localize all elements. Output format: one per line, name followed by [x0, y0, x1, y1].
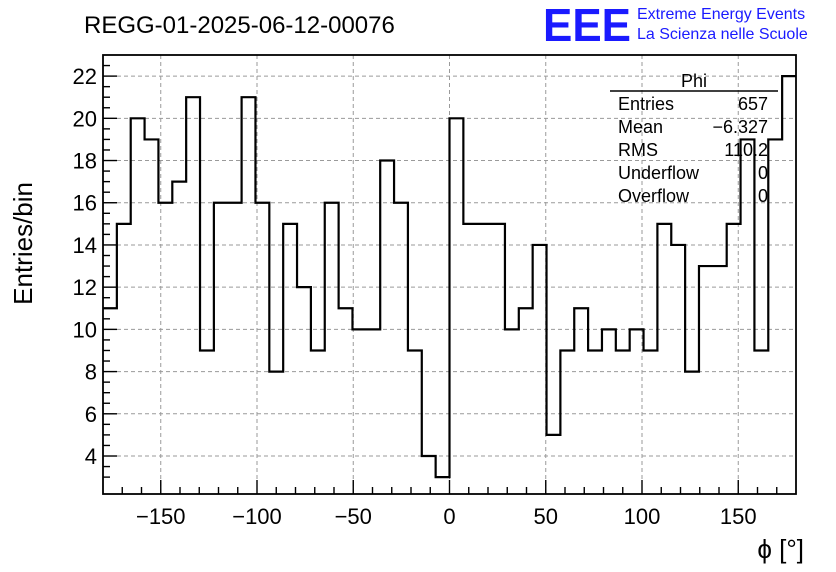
histogram-bin: [491, 224, 505, 494]
stats-label-entries: Entries: [618, 94, 674, 114]
histogram-bin: [422, 456, 436, 494]
histogram-bin: [200, 350, 214, 494]
histogram-bin: [186, 97, 200, 494]
stats-value-entries: 657: [738, 94, 768, 114]
histogram-bin: [602, 329, 616, 494]
histogram-bin: [644, 350, 658, 494]
x-tick-label: 0: [443, 504, 455, 529]
y-tick-label: 22: [73, 64, 97, 89]
histogram-bin: [172, 182, 186, 494]
histogram-bin: [214, 203, 228, 494]
eee-logo: EEE Extreme Energy Events La Scienza nel…: [543, 0, 808, 51]
stats-value-rms: 110.2: [724, 140, 768, 160]
histogram-bin: [574, 308, 588, 494]
logo-line-2: La Scienza nelle Scuole: [637, 26, 808, 43]
histogram-bin: [588, 350, 602, 494]
histogram-bin: [394, 203, 408, 494]
histogram-bin: [297, 287, 311, 494]
histogram-bin: [477, 224, 491, 494]
histogram-bin: [436, 477, 450, 494]
stats-label-overflow: Overflow: [618, 186, 690, 206]
y-tick-label: 14: [73, 233, 97, 258]
histogram-bin: [325, 203, 339, 494]
stats-value-overflow: 0: [758, 186, 768, 206]
x-tick-label: 150: [720, 504, 757, 529]
y-tick-label: 8: [85, 360, 97, 385]
histogram-bin: [533, 245, 547, 494]
x-axis-title: ϕ [°]: [757, 534, 804, 564]
y-tick-label: 10: [73, 317, 97, 342]
histogram-bin: [131, 118, 145, 494]
histogram-bin: [117, 224, 131, 494]
histogram-bin: [713, 266, 727, 494]
stats-label-rms: RMS: [618, 140, 658, 160]
x-tick-label: −50: [335, 504, 372, 529]
y-tick-label: 16: [73, 191, 97, 216]
histogram-bin: [685, 372, 699, 494]
axis-ticks: [103, 64, 778, 494]
stats-value-mean: −6.327: [712, 117, 768, 137]
axis-tick-labels: −150 −100 −50 0 50 100 150 4 6 8 10 12 14 16 18 20 22: [73, 64, 757, 529]
histogram-bin: [450, 118, 464, 494]
x-tick-label: −100: [232, 504, 282, 529]
x-tick-label: 50: [534, 504, 558, 529]
eee-logo-mark: EEE: [543, 0, 631, 51]
histogram-bin: [380, 161, 394, 494]
histogram-bin: [352, 329, 366, 494]
histogram-bin: [366, 329, 380, 494]
stats-value-underflow: 0: [758, 163, 768, 183]
histogram-bin: [671, 245, 685, 494]
x-tick-label: −150: [136, 504, 186, 529]
y-tick-label: 18: [73, 149, 97, 174]
histogram-bin: [560, 350, 574, 494]
histogram-bin: [311, 350, 325, 494]
y-axis-title: Entries/bin: [8, 182, 38, 305]
histogram-bin: [741, 139, 755, 494]
histogram-bin: [269, 372, 283, 494]
chart-title: REGG-01-2025-06-12-00076: [84, 12, 395, 39]
x-tick-label: 100: [624, 504, 661, 529]
stats-label-mean: Mean: [618, 117, 663, 137]
histogram-bin: [727, 224, 741, 494]
histogram-bin: [616, 350, 630, 494]
histogram-bin: [754, 350, 768, 494]
stats-name: Phi: [681, 71, 707, 91]
histogram-bin: [145, 139, 159, 494]
stats-label-underflow: Underflow: [618, 163, 700, 183]
histogram-bin: [255, 203, 269, 494]
histogram-bin: [505, 329, 519, 494]
y-tick-label: 6: [85, 402, 97, 427]
y-tick-label: 4: [85, 444, 97, 469]
histogram-bin: [228, 203, 242, 494]
histogram-bin: [283, 224, 297, 494]
y-tick-label: 20: [73, 106, 97, 131]
histogram-bin: [547, 435, 561, 494]
logo-line-1: Extreme Energy Events: [637, 6, 805, 23]
histogram-bin: [158, 203, 172, 494]
histogram-bin: [519, 308, 533, 494]
histogram-bin: [699, 266, 713, 494]
histogram-bin: [657, 224, 671, 494]
histogram-bin: [463, 224, 477, 494]
histogram-bin: [630, 329, 644, 494]
stats-box: Phi Entries 657 Mean −6.327 RMS 110.2 Un…: [610, 71, 778, 206]
histogram-bin: [768, 139, 782, 494]
histogram-bin: [782, 76, 796, 494]
histogram-bin: [408, 350, 422, 494]
histogram-line: [103, 75, 796, 479]
histogram-bin: [339, 308, 353, 494]
y-tick-label: 12: [73, 275, 97, 300]
histogram-bin: [242, 97, 256, 494]
histogram-bin: [103, 308, 117, 494]
